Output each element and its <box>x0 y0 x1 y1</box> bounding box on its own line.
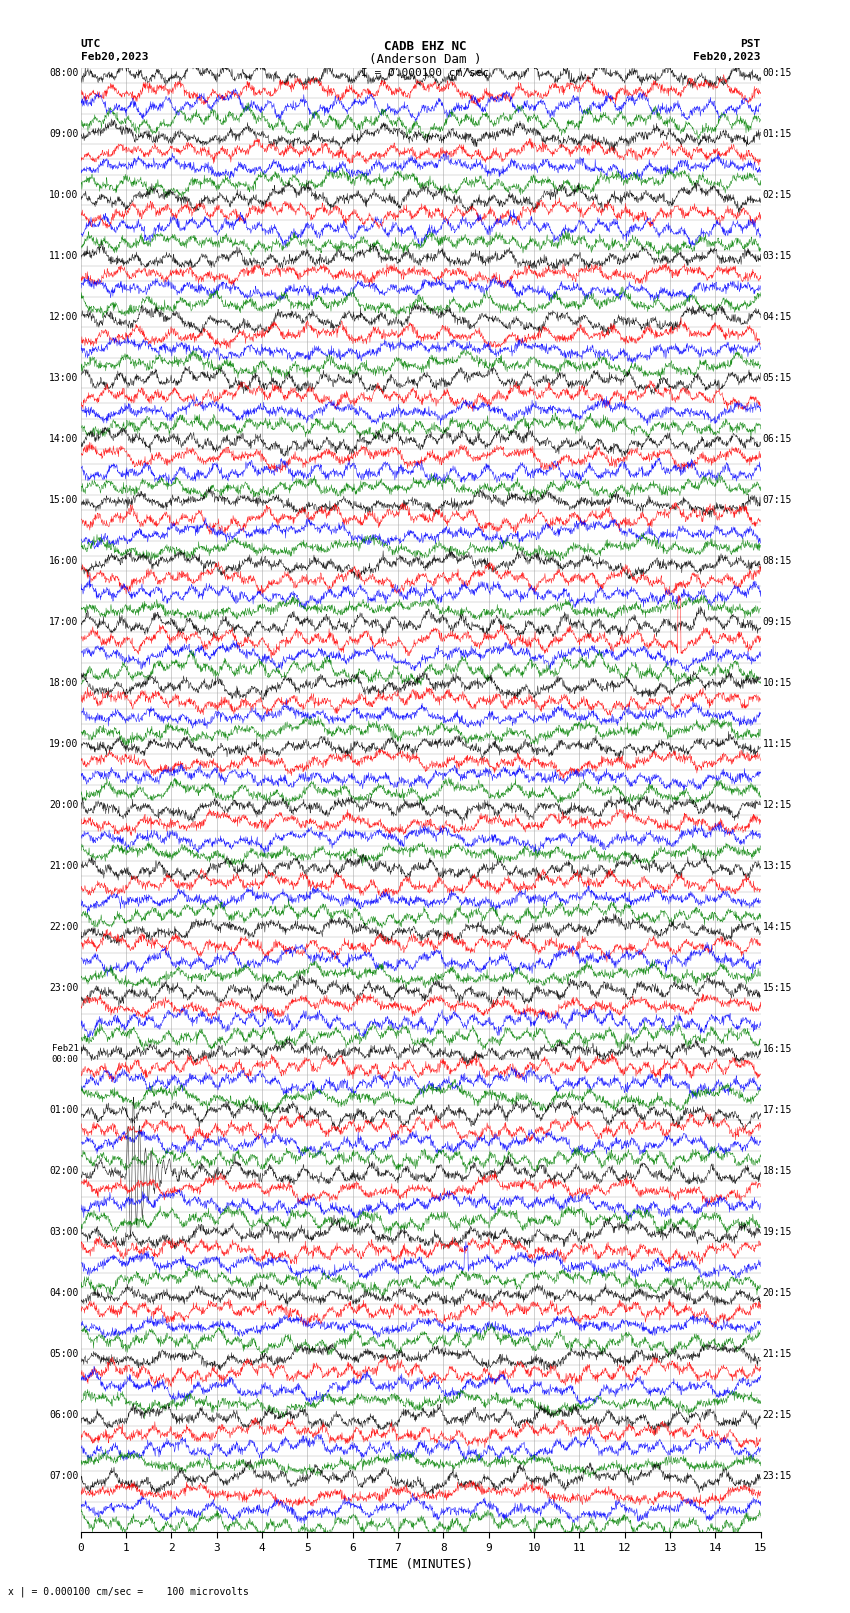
Text: 03:15: 03:15 <box>762 252 792 261</box>
Text: 03:00: 03:00 <box>49 1227 79 1237</box>
Text: x | = 0.000100 cm/sec =    100 microvolts: x | = 0.000100 cm/sec = 100 microvolts <box>8 1586 249 1597</box>
Text: 09:00: 09:00 <box>49 129 79 139</box>
Text: 18:00: 18:00 <box>49 677 79 689</box>
Text: 04:00: 04:00 <box>49 1289 79 1298</box>
Text: 15:15: 15:15 <box>762 984 792 994</box>
Text: CADB EHZ NC: CADB EHZ NC <box>383 40 467 53</box>
Text: 05:00: 05:00 <box>49 1348 79 1360</box>
Text: Feb20,2023: Feb20,2023 <box>81 52 148 61</box>
Text: 01:15: 01:15 <box>762 129 792 139</box>
Text: 19:00: 19:00 <box>49 739 79 748</box>
Text: 21:00: 21:00 <box>49 861 79 871</box>
Text: 14:15: 14:15 <box>762 923 792 932</box>
Text: 21:15: 21:15 <box>762 1348 792 1360</box>
Text: (Anderson Dam ): (Anderson Dam ) <box>369 53 481 66</box>
Text: 17:15: 17:15 <box>762 1105 792 1115</box>
Text: 01:00: 01:00 <box>49 1105 79 1115</box>
Text: 07:00: 07:00 <box>49 1471 79 1481</box>
Text: 08:15: 08:15 <box>762 556 792 566</box>
Text: 08:00: 08:00 <box>49 68 79 77</box>
Text: 00:15: 00:15 <box>762 68 792 77</box>
Text: 10:15: 10:15 <box>762 677 792 689</box>
Text: 22:00: 22:00 <box>49 923 79 932</box>
Text: 11:00: 11:00 <box>49 252 79 261</box>
Text: 06:00: 06:00 <box>49 1410 79 1421</box>
Text: UTC: UTC <box>81 39 101 48</box>
Text: 04:15: 04:15 <box>762 311 792 323</box>
Text: 11:15: 11:15 <box>762 739 792 748</box>
Text: 20:00: 20:00 <box>49 800 79 810</box>
Text: 23:00: 23:00 <box>49 984 79 994</box>
Text: Feb21
00:00: Feb21 00:00 <box>52 1044 79 1063</box>
Text: 16:00: 16:00 <box>49 556 79 566</box>
Text: 02:15: 02:15 <box>762 190 792 200</box>
Text: 16:15: 16:15 <box>762 1044 792 1055</box>
Text: 20:15: 20:15 <box>762 1289 792 1298</box>
Text: 12:00: 12:00 <box>49 311 79 323</box>
Text: 02:00: 02:00 <box>49 1166 79 1176</box>
Text: I = 0.000100 cm/sec: I = 0.000100 cm/sec <box>361 68 489 77</box>
Text: 23:15: 23:15 <box>762 1471 792 1481</box>
Text: Feb20,2023: Feb20,2023 <box>694 52 761 61</box>
Text: 05:15: 05:15 <box>762 373 792 382</box>
Text: 15:00: 15:00 <box>49 495 79 505</box>
Text: 13:00: 13:00 <box>49 373 79 382</box>
Text: PST: PST <box>740 39 761 48</box>
Text: 14:00: 14:00 <box>49 434 79 444</box>
Text: 19:15: 19:15 <box>762 1227 792 1237</box>
Text: 06:15: 06:15 <box>762 434 792 444</box>
Text: 13:15: 13:15 <box>762 861 792 871</box>
Text: 12:15: 12:15 <box>762 800 792 810</box>
Text: 09:15: 09:15 <box>762 618 792 627</box>
Text: 17:00: 17:00 <box>49 618 79 627</box>
Text: 22:15: 22:15 <box>762 1410 792 1421</box>
Text: 18:15: 18:15 <box>762 1166 792 1176</box>
X-axis label: TIME (MINUTES): TIME (MINUTES) <box>368 1558 473 1571</box>
Text: 07:15: 07:15 <box>762 495 792 505</box>
Text: 10:00: 10:00 <box>49 190 79 200</box>
